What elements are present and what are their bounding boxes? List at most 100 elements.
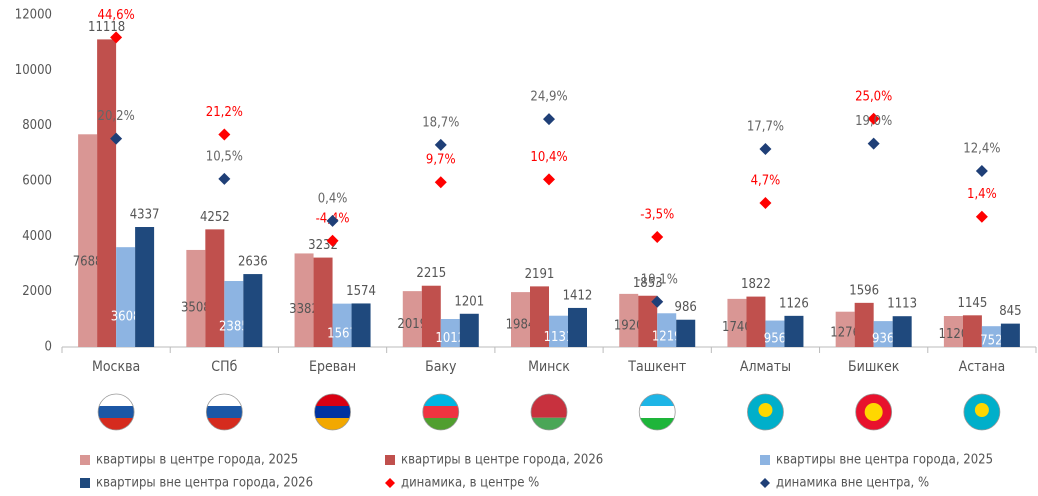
data-label: 3608 [111,310,141,325]
flag-stripe [531,417,567,430]
x-tick-label: Ереван [309,359,356,375]
flag-shine [97,393,135,431]
flag-stripe [639,418,676,430]
data-label: 1984 [506,318,536,333]
data-label: 1822 [741,277,771,292]
legend-swatch [760,478,770,488]
flag [98,394,135,430]
data-label: 2215 [416,266,446,281]
marker [651,231,664,244]
bar [765,320,785,347]
flag [963,394,1000,430]
data-label: 19,0% [855,114,892,129]
bar [727,298,747,347]
x-tick-label: Алматы [740,359,791,375]
data-label: 845 [999,304,1021,319]
data-label: 1920 [614,318,644,333]
flag [855,394,892,430]
data-label: 18,7% [422,115,459,130]
data-label: 9,7% [426,153,456,168]
flag [531,394,567,430]
bar [116,247,136,347]
bar [459,313,479,347]
bar [873,321,893,347]
marker [651,295,664,308]
data-label: 1131 [544,330,574,345]
data-label: 2191 [525,267,555,282]
flag-stripe [531,394,567,418]
legend-label: динамика, в центре % [401,476,539,491]
x-tick-label: Москва [92,359,140,375]
y-tick-label: 6000 [22,174,52,189]
bar [294,253,314,347]
data-label: 12,4% [963,142,1000,157]
legend-label: квартиры в центре города, 2026 [401,453,603,468]
bar [402,291,422,347]
legend-label: квартиры вне центра города, 2025 [776,453,993,468]
bar [530,286,549,347]
x-tick-label: Минск [528,359,570,375]
data-label: 21,2% [206,105,243,120]
marker [434,138,447,151]
x-tick-label: Баку [425,359,457,375]
marker [110,31,123,44]
bar [1000,323,1020,347]
flag [206,394,243,430]
flag-shine [638,393,676,431]
legend-swatch [385,478,395,488]
flag-emblem [758,403,773,417]
bar [981,326,1001,347]
data-label: 2636 [238,255,268,270]
data-label: 1574 [346,284,376,299]
flag-shine [855,393,893,431]
data-label: 1012 [435,331,465,346]
data-label: 25,0% [855,89,892,104]
flag-emblem [864,403,883,421]
bar [676,319,696,347]
x-tick-label: Ташкент [627,359,686,375]
data-label: 4252 [200,210,230,225]
flag-shine [530,393,568,431]
bar [835,311,855,347]
legend-swatch [80,478,90,488]
y-tick-label: 0 [45,340,52,355]
flag-shine [314,393,351,431]
flag [639,394,676,430]
data-label: 3382 [289,302,319,317]
data-label: 1740 [722,320,752,335]
flag-shine [963,393,1001,431]
marker [326,214,339,227]
data-label: 1853 [633,276,663,291]
data-label: -3,5% [640,208,674,223]
bar [332,303,352,347]
data-label: 10,4% [530,150,567,165]
data-label: 24,9% [530,90,567,105]
legend-label: квартиры вне центра города, 2026 [96,476,313,491]
bar [440,319,460,347]
bar [421,285,441,347]
bar [638,295,658,347]
data-label: 1412 [563,288,593,303]
bar [78,134,98,347]
marker [218,128,231,141]
flag [314,394,351,430]
flag-stripe [206,394,243,406]
data-label: 44,6% [98,8,135,23]
data-label: 20,2% [98,109,135,124]
data-label: 956 [764,332,786,347]
data-label: 936 [872,332,894,347]
data-label: 1276 [830,325,860,340]
marker [218,172,231,185]
marker [975,165,988,178]
data-label: 7688 [73,254,103,269]
flag-stripe [422,418,459,430]
data-label: 1145 [958,296,988,311]
marker [759,196,772,209]
marker [543,113,555,126]
data-label: 1120 [939,327,969,342]
bar [224,281,244,347]
data-label: 1219 [652,329,682,344]
data-label: 1126 [779,296,809,311]
data-label: 752 [980,333,1002,348]
